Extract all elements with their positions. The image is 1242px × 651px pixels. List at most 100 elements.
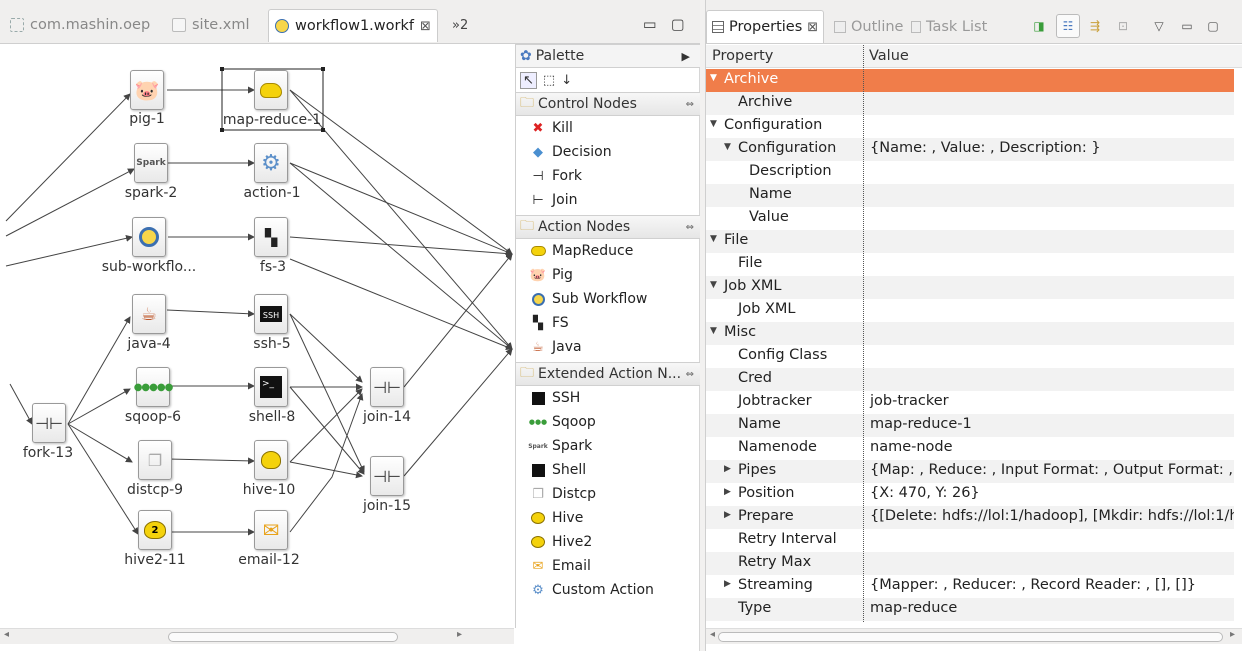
palette-item-kill[interactable]: ✖ Kill: [530, 117, 573, 139]
palette-item-spark[interactable]: Spark Spark: [528, 435, 592, 457]
palette-item-hive[interactable]: Hive: [530, 507, 583, 529]
palette-collapse-icon[interactable]: ▶: [681, 49, 690, 63]
property-row[interactable]: ▼ Misc: [706, 322, 1234, 345]
property-row[interactable]: ▶ Position {X: 470, Y: 26}: [706, 483, 1234, 506]
node-sqoop-6[interactable]: ●●●●●: [134, 367, 173, 407]
tab-task-list[interactable]: Task List: [911, 10, 987, 43]
scroll-right-icon[interactable]: ▸: [456, 629, 462, 640]
expanded-twisty-icon[interactable]: ▼: [710, 73, 717, 83]
node-ssh-5[interactable]: SSH: [254, 294, 288, 334]
scroll-left-icon[interactable]: ◂: [4, 629, 10, 640]
palette-item-java[interactable]: ☕ Java: [530, 336, 581, 358]
palette-item-decision[interactable]: ◆ Decision: [530, 141, 612, 163]
pin-view-button[interactable]: ◨: [1030, 17, 1048, 35]
expanded-twisty-icon[interactable]: ▼: [710, 326, 717, 336]
property-value[interactable]: {[Delete: hdfs://lol:1/hadoop], [Mkdir: …: [870, 508, 1234, 524]
collapsed-twisty-icon[interactable]: ▶: [724, 464, 731, 474]
property-row[interactable]: ▼ Job XML: [706, 276, 1234, 299]
node-email-12[interactable]: ✉: [254, 510, 288, 550]
palette-item-hive2[interactable]: Hive2: [530, 531, 592, 553]
property-row[interactable]: Name: [706, 184, 1234, 207]
property-row[interactable]: ▶ Pipes {Map: , Reduce: , Input Format: , …: [706, 460, 1234, 483]
node-distcp-9[interactable]: ❐: [138, 440, 172, 480]
palette-item-fs[interactable]: ▚ FS: [530, 312, 569, 334]
show-categories-button[interactable]: ☷: [1056, 14, 1080, 38]
property-value[interactable]: {Mapper: , Reducer: , Record Reader: , […: [870, 577, 1196, 593]
show-advanced-button[interactable]: ⇶: [1086, 17, 1104, 35]
canvas-horizontal-scrollbar[interactable]: ◂ ▸: [0, 628, 514, 644]
palette-header[interactable]: ✿ Palette ▶: [516, 44, 700, 68]
property-row[interactable]: Description: [706, 161, 1234, 184]
pin-icon[interactable]: ⇔: [685, 221, 694, 233]
node-join-15[interactable]: ⊣⊢: [370, 456, 404, 496]
tab-com-mashin-oep[interactable]: com.mashin.oep: [10, 10, 150, 40]
maximize-button[interactable]: ▢: [1204, 17, 1222, 35]
property-row[interactable]: Retry Interval: [706, 529, 1234, 552]
palette-item-email[interactable]: ✉ Email: [530, 555, 591, 577]
property-row[interactable]: Namenode name-node: [706, 437, 1234, 460]
expanded-twisty-icon[interactable]: ▼: [710, 280, 717, 290]
node-sub-workflow[interactable]: [132, 217, 166, 257]
property-row[interactable]: Retry Max: [706, 552, 1234, 575]
close-icon[interactable]: ⊠: [807, 19, 819, 35]
property-row[interactable]: Cred: [706, 368, 1234, 391]
collapsed-twisty-icon[interactable]: ▶: [724, 579, 731, 589]
property-row[interactable]: Type map-reduce: [706, 598, 1234, 621]
collapsed-twisty-icon[interactable]: ▶: [724, 487, 731, 497]
palette-item-fork[interactable]: ⊣ Fork: [530, 165, 582, 187]
property-value[interactable]: {Map: , Reduce: , Input Format: , Output…: [870, 462, 1234, 478]
property-row[interactable]: ▶ Streaming {Mapper: , Reducer: , Record R…: [706, 575, 1234, 598]
property-value[interactable]: {Name: , Value: , Description: }: [870, 140, 1101, 156]
property-value[interactable]: map-reduce-1: [870, 416, 972, 432]
collapsed-twisty-icon[interactable]: ▶: [724, 510, 731, 520]
node-action-1[interactable]: ⚙: [254, 143, 288, 183]
node-join-14[interactable]: ⊣⊢: [370, 367, 404, 407]
property-row[interactable]: ▼ File: [706, 230, 1234, 253]
restore-default-button[interactable]: ⊡: [1114, 17, 1132, 35]
value-column-header[interactable]: Value: [869, 48, 909, 64]
tab-site-xml[interactable]: site.xml: [172, 10, 250, 40]
maximize-button[interactable]: ▢: [671, 10, 685, 40]
palette-item-ssh[interactable]: SSH: [530, 387, 580, 409]
property-row[interactable]: ▶ Prepare {[Delete: hdfs://lol:1/hadoop], …: [706, 506, 1234, 529]
close-icon[interactable]: ⊠: [419, 18, 431, 34]
property-value[interactable]: {X: 470, Y: 26}: [870, 485, 980, 501]
pin-icon[interactable]: ⇔: [685, 368, 694, 380]
node-hive2-11[interactable]: 2: [138, 510, 172, 550]
palette-item-shell[interactable]: Shell: [530, 459, 586, 481]
node-map-reduce-1[interactable]: [254, 70, 288, 110]
tab-outline[interactable]: Outline: [834, 10, 903, 43]
palette-item-sub-workflow[interactable]: Sub Workflow: [530, 288, 647, 310]
pin-icon[interactable]: ⇔: [685, 98, 694, 110]
palette-item-join[interactable]: ⊢ Join: [530, 189, 577, 211]
property-row[interactable]: Name map-reduce-1: [706, 414, 1234, 437]
minimize-button[interactable]: ▭: [1178, 17, 1196, 35]
palette-group-extended-action-nodes[interactable]: 🗀 Extended Action N... ⇔: [516, 362, 700, 386]
node-fork-13[interactable]: ⊣⊢: [32, 403, 66, 443]
scrollbar-thumb[interactable]: [168, 632, 398, 642]
marquee-tool-icon[interactable]: ⬚: [542, 72, 556, 88]
expanded-twisty-icon[interactable]: ▼: [710, 119, 717, 129]
property-row[interactable]: Archive: [706, 92, 1234, 115]
scroll-left-icon[interactable]: ◂: [710, 629, 716, 640]
tab-properties[interactable]: Properties ⊠: [706, 10, 825, 43]
select-tool-icon[interactable]: ↖: [520, 71, 537, 89]
property-column-header[interactable]: Property: [712, 48, 774, 64]
property-row[interactable]: ▼ Archive: [706, 69, 1234, 92]
palette-group-control-nodes[interactable]: 🗀 Control Nodes ⇔: [516, 92, 700, 116]
tab-workflow1[interactable]: workflow1.workf ⊠: [268, 9, 438, 42]
palette-item-custom-action[interactable]: ⚙ Custom Action: [530, 579, 654, 601]
expanded-twisty-icon[interactable]: ▼: [724, 142, 731, 152]
node-shell-8[interactable]: >_: [254, 367, 288, 407]
property-row[interactable]: Job XML: [706, 299, 1234, 322]
palette-item-sqoop[interactable]: ●●● Sqoop: [529, 411, 596, 433]
properties-horizontal-scrollbar[interactable]: ◂ ▸: [706, 628, 1242, 644]
palette-group-action-nodes[interactable]: 🗀 Action Nodes ⇔: [516, 215, 700, 239]
view-menu-button[interactable]: ▽: [1150, 17, 1168, 35]
node-pig-1[interactable]: 🐷: [130, 70, 164, 110]
palette-item-pig[interactable]: 🐷 Pig: [530, 264, 573, 286]
palette-item-distcp[interactable]: ❐ Distcp: [530, 483, 596, 505]
palette-item-mapreduce[interactable]: MapReduce: [530, 240, 633, 262]
tab-overflow-button[interactable]: »2: [452, 10, 468, 40]
property-row[interactable]: File: [706, 253, 1234, 276]
